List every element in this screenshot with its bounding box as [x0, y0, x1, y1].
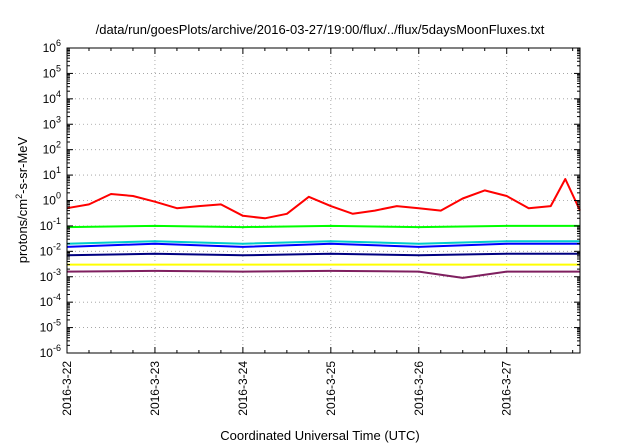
y-tick-label: 105 [43, 63, 61, 80]
series-layer [66, 178, 581, 279]
x-axis-label: Coordinated Universal Time (UTC) [220, 428, 420, 443]
y-tick-label: 100 [43, 191, 61, 208]
y-tick-label: 10-4 [40, 292, 61, 309]
x-tick-label: 2016-3-22 [60, 361, 74, 416]
x-tick-label: 2016-3-25 [324, 361, 338, 416]
series-line-3 [66, 240, 580, 245]
y-tick-label: 106 [43, 38, 61, 55]
chart-title: /data/run/goesPlots/archive/2016-03-27/1… [95, 22, 545, 37]
y-tick-label: 104 [43, 89, 61, 106]
x-tick-label: 2016-3-23 [148, 361, 162, 416]
y-tick-label: 10-2 [40, 241, 61, 258]
series-line-2 [66, 224, 580, 229]
y-tick-label: 103 [43, 114, 61, 131]
y-tick-label: 101 [43, 165, 61, 182]
y-tick-label: 10-3 [40, 267, 61, 284]
x-axis: 2016-3-22 2016-3-23 2016-3-24 2016-3-25 2016… [60, 48, 574, 416]
y-tick-label: 102 [43, 140, 61, 157]
y-tick-label: 10-1 [40, 216, 61, 233]
grid [67, 48, 580, 353]
y-tick-label: 10-6 [40, 343, 61, 360]
y-axis-label: protons/cm2-s-sr-MeV [13, 136, 31, 264]
x-tick-label: 2016-3-27 [500, 361, 514, 416]
series-line-1 [66, 269, 580, 279]
series-line-6 [66, 178, 581, 220]
x-tick-label: 2016-3-26 [412, 361, 426, 416]
x-tick-label: 2016-3-24 [236, 361, 250, 416]
y-tick-label: 10-5 [40, 318, 61, 335]
y-axis: 10-6 10-5 10-4 10-3 10-2 10-1 100 101 102 103 104 1… [40, 38, 580, 360]
series-line-5 [66, 252, 580, 257]
series-line-4 [66, 242, 580, 248]
